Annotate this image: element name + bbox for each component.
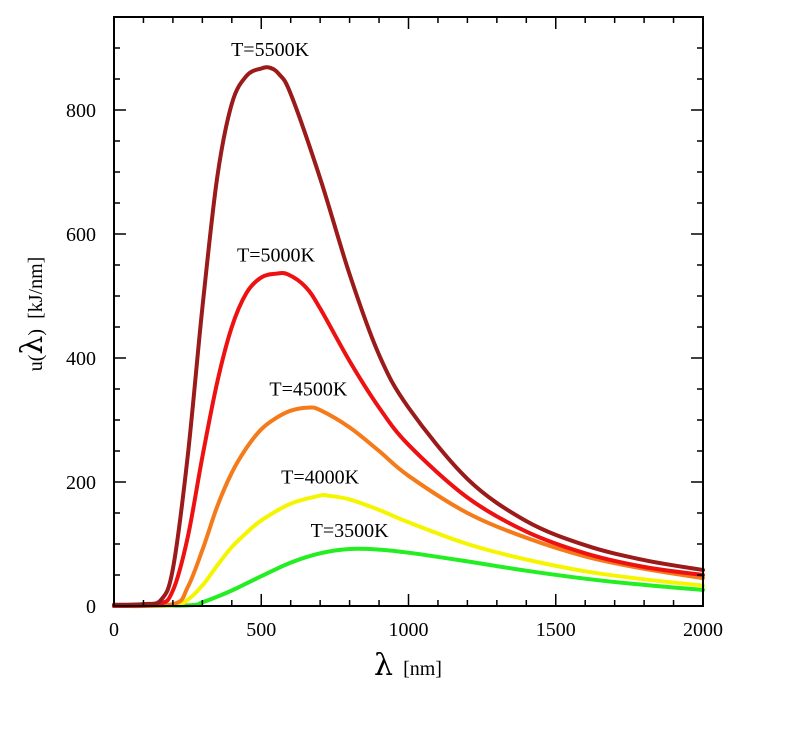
y-axis-unit: [kJ/nm] <box>25 257 47 319</box>
x-tick-label: 1500 <box>536 619 576 641</box>
x-tick-label: 2000 <box>683 619 723 641</box>
y-tick-label: 400 <box>66 348 96 370</box>
series-label-3: T=4000K <box>281 467 359 489</box>
y-axis-title: u(λ) [kJ/nm] <box>15 257 50 372</box>
x-axis-symbol: λ <box>374 648 393 683</box>
series-line-3 <box>112 492 705 609</box>
series-line-2 <box>112 405 705 609</box>
x-axis-title: λ [nm] <box>374 648 442 683</box>
x-axis-unit: [nm] <box>403 658 442 680</box>
series-label-2: T=4500K <box>269 379 347 401</box>
tick-labels-layer: 0 500 1000 1500 2000 0 200 400 600 800 <box>66 100 723 641</box>
x-tick-label: 500 <box>246 619 276 641</box>
series-label-1: T=5000K <box>237 245 315 267</box>
y-axis-suffix: ) <box>25 329 47 336</box>
series-label-4: T=3500K <box>311 520 389 542</box>
series-line-4 <box>112 546 705 608</box>
y-tick-label: 800 <box>66 100 96 122</box>
y-tick-label: 200 <box>66 472 96 494</box>
x-tick-label: 0 <box>109 619 119 641</box>
y-tick-label: 0 <box>86 596 96 618</box>
series-label-0: T=5500K <box>231 39 309 61</box>
curves-layer <box>112 65 705 609</box>
ticks-layer <box>113 16 704 607</box>
series-line-1 <box>112 270 705 608</box>
y-axis-symbol: λ <box>15 336 50 355</box>
series-line-0 <box>112 65 705 607</box>
y-axis-prefix: u( <box>25 354 47 371</box>
x-tick-label: 1000 <box>389 619 429 641</box>
series-labels-layer: T=5500K T=5000K T=4500K T=4000K T=3500K <box>231 39 389 542</box>
y-tick-label: 600 <box>66 224 96 246</box>
